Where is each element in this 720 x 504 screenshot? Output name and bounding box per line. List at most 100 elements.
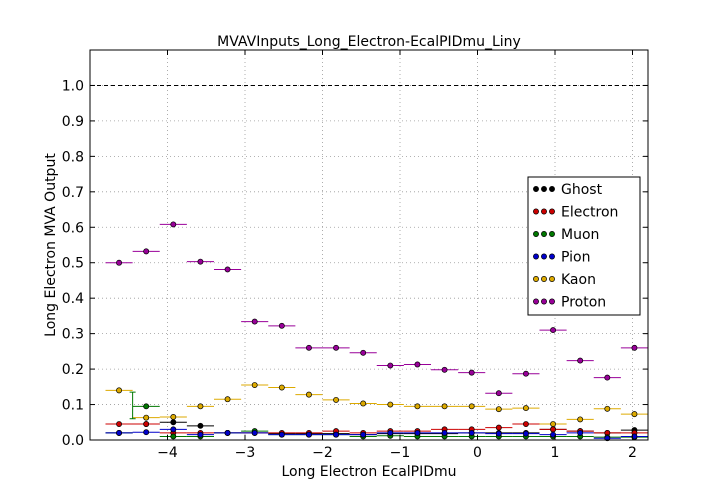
y-tick-label: 0.2: [62, 362, 84, 378]
y-tick-label: 0.8: [62, 149, 84, 165]
data-point: [387, 362, 394, 369]
data-point: [468, 403, 475, 410]
y-tick-label: 0.4: [62, 291, 84, 307]
data-point: [305, 344, 312, 351]
data-point: [278, 384, 285, 391]
y-tick-label: 0.7: [62, 185, 84, 201]
legend-marker: [541, 276, 547, 282]
data-point: [170, 221, 177, 228]
data-point: [577, 429, 584, 436]
data-point: [197, 422, 204, 429]
legend-marker: [541, 231, 547, 237]
x-axis-label: Long Electron EcalPIDmu: [281, 464, 456, 480]
data-point: [116, 259, 123, 266]
data-point: [143, 403, 150, 410]
data-point: [495, 390, 502, 397]
data-point: [522, 405, 529, 412]
data-point: [522, 430, 529, 437]
data-point: [631, 411, 638, 418]
data-point: [360, 400, 367, 407]
axis-ticks: −4 −3 −2 −1 0 1 2 0.0 0.1 0.2 0.3 0.4 0.5 0.6 0.7 0.8 0.…: [62, 50, 648, 461]
x-tick-label: −4: [157, 445, 178, 461]
x-tick-label: −2: [312, 445, 333, 461]
data-point: [333, 344, 340, 351]
data-point: [550, 426, 557, 433]
data-point: [604, 374, 611, 381]
legend-marker: [533, 208, 539, 215]
data-point: [143, 429, 150, 436]
data-point: [414, 361, 421, 368]
data-point: [116, 421, 123, 427]
data-point: [550, 431, 557, 438]
y-tick-label: 0.5: [62, 256, 84, 272]
legend-label: Pion: [561, 250, 590, 266]
legend-marker: [549, 186, 555, 192]
data-point: [143, 421, 150, 427]
legend-label: Muon: [561, 227, 599, 243]
legend-marker: [541, 208, 547, 215]
x-tick-label: 0: [473, 445, 482, 461]
data-point: [550, 327, 557, 334]
data-point: [170, 433, 177, 440]
legend-label: Electron: [561, 205, 618, 221]
data-point: [251, 318, 258, 325]
legend-marker: [533, 186, 539, 192]
y-tick-label: 0.3: [62, 327, 84, 343]
data-point: [577, 416, 584, 423]
data-point: [251, 382, 258, 388]
data-point: [224, 266, 231, 273]
data-point: [414, 429, 421, 436]
data-point: [197, 258, 204, 265]
legend-label: Kaon: [561, 272, 596, 288]
legend-label: Proton: [561, 295, 606, 311]
data-point: [116, 429, 123, 436]
data-point: [604, 405, 611, 412]
legend-marker: [533, 276, 539, 282]
y-tick-label: 0.0: [62, 433, 84, 449]
data-point: [305, 431, 312, 438]
series-proton: [105, 221, 648, 397]
data-point: [170, 419, 177, 426]
data-point: [305, 391, 312, 398]
data-point: [197, 403, 204, 410]
y-tick-label: 0.9: [62, 114, 84, 130]
y-tick-label: 0.6: [62, 220, 84, 236]
data-point: [197, 431, 204, 438]
data-point: [631, 344, 638, 351]
data-point: [251, 429, 258, 436]
data-point: [387, 401, 394, 408]
data-point: [550, 421, 557, 427]
data-point: [441, 403, 448, 410]
data-point: [495, 424, 502, 431]
series-pion: [105, 426, 648, 442]
y-axis-label: Long Electron MVA Output: [43, 153, 59, 337]
data-point: [360, 431, 367, 438]
x-tick-label: 2: [628, 445, 637, 461]
data-point: [631, 433, 638, 440]
legend-marker: [541, 253, 547, 260]
data-point: [495, 406, 502, 413]
legend-marker: [549, 208, 555, 215]
data-point: [224, 396, 231, 403]
legend: Ghost Electron Muon Pion Kaon Proton: [527, 176, 641, 316]
legend-marker: [549, 253, 555, 260]
y-tick-label: 1.0: [62, 78, 84, 94]
data-point: [333, 431, 340, 438]
chart-title: MVAVInputs_Long_Electron-EcalPIDmu_Liny: [217, 34, 521, 50]
data-point: [143, 414, 150, 421]
legend-marker: [533, 231, 539, 237]
data-point: [360, 349, 367, 356]
data-point: [116, 387, 123, 394]
series-kaon: [105, 382, 648, 427]
data-point: [441, 366, 448, 373]
legend-marker: [533, 298, 539, 305]
data-point: [387, 429, 394, 436]
legend-label: Ghost: [561, 182, 603, 198]
data-point: [224, 429, 231, 436]
data-point: [333, 396, 340, 403]
x-tick-label: 1: [551, 445, 560, 461]
legend-marker: [549, 276, 555, 282]
plot-frame: [89, 49, 649, 441]
data-point: [468, 369, 475, 376]
